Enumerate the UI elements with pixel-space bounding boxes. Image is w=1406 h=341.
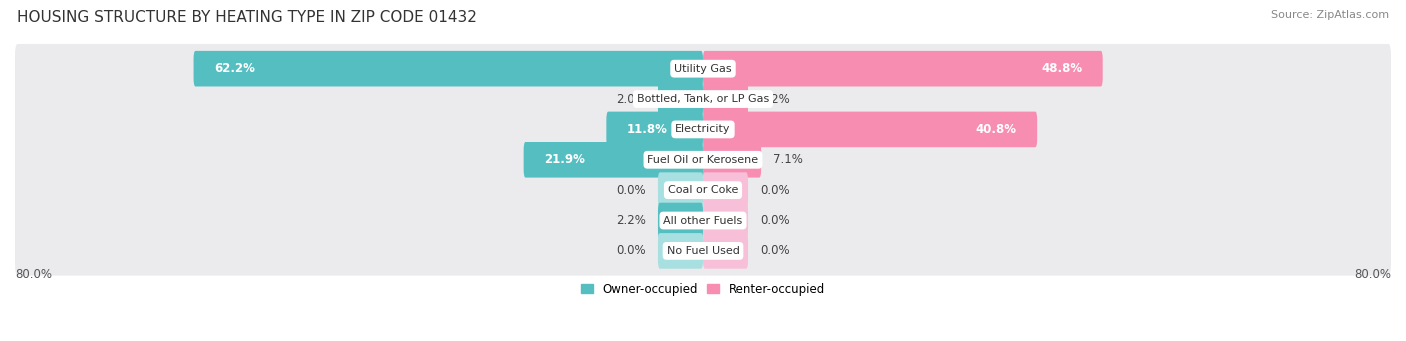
Text: 7.1%: 7.1% — [773, 153, 803, 166]
Text: All other Fuels: All other Fuels — [664, 216, 742, 225]
FancyBboxPatch shape — [658, 203, 703, 238]
FancyBboxPatch shape — [703, 233, 748, 269]
Text: 62.2%: 62.2% — [214, 62, 254, 75]
FancyBboxPatch shape — [703, 81, 748, 117]
FancyBboxPatch shape — [15, 226, 1391, 276]
Text: 21.9%: 21.9% — [544, 153, 585, 166]
FancyBboxPatch shape — [658, 172, 703, 208]
Text: 0.0%: 0.0% — [761, 244, 790, 257]
Text: 2.2%: 2.2% — [616, 214, 645, 227]
FancyBboxPatch shape — [606, 112, 703, 147]
Text: 40.8%: 40.8% — [976, 123, 1017, 136]
Text: 0.0%: 0.0% — [616, 244, 645, 257]
Text: 2.0%: 2.0% — [616, 92, 645, 106]
Text: Electricity: Electricity — [675, 124, 731, 134]
Text: HOUSING STRUCTURE BY HEATING TYPE IN ZIP CODE 01432: HOUSING STRUCTURE BY HEATING TYPE IN ZIP… — [17, 10, 477, 25]
FancyBboxPatch shape — [703, 172, 748, 208]
FancyBboxPatch shape — [703, 142, 761, 178]
Text: 0.0%: 0.0% — [761, 184, 790, 197]
Text: 0.0%: 0.0% — [761, 214, 790, 227]
FancyBboxPatch shape — [703, 51, 1102, 87]
FancyBboxPatch shape — [523, 142, 703, 178]
Text: 80.0%: 80.0% — [15, 268, 52, 281]
Text: Bottled, Tank, or LP Gas: Bottled, Tank, or LP Gas — [637, 94, 769, 104]
Text: 3.2%: 3.2% — [761, 92, 790, 106]
Text: Utility Gas: Utility Gas — [675, 64, 731, 74]
Text: Fuel Oil or Kerosene: Fuel Oil or Kerosene — [647, 155, 759, 165]
FancyBboxPatch shape — [15, 135, 1391, 184]
FancyBboxPatch shape — [15, 196, 1391, 245]
Text: Coal or Coke: Coal or Coke — [668, 185, 738, 195]
FancyBboxPatch shape — [703, 112, 1038, 147]
Legend: Owner-occupied, Renter-occupied: Owner-occupied, Renter-occupied — [576, 278, 830, 300]
FancyBboxPatch shape — [15, 165, 1391, 215]
Text: 11.8%: 11.8% — [627, 123, 668, 136]
Text: Source: ZipAtlas.com: Source: ZipAtlas.com — [1271, 10, 1389, 20]
FancyBboxPatch shape — [658, 233, 703, 269]
FancyBboxPatch shape — [15, 44, 1391, 93]
Text: 48.8%: 48.8% — [1040, 62, 1083, 75]
Text: 0.0%: 0.0% — [616, 184, 645, 197]
FancyBboxPatch shape — [658, 81, 703, 117]
FancyBboxPatch shape — [194, 51, 703, 87]
Text: 80.0%: 80.0% — [1354, 268, 1391, 281]
FancyBboxPatch shape — [15, 74, 1391, 124]
FancyBboxPatch shape — [15, 105, 1391, 154]
FancyBboxPatch shape — [703, 203, 748, 238]
Text: No Fuel Used: No Fuel Used — [666, 246, 740, 256]
